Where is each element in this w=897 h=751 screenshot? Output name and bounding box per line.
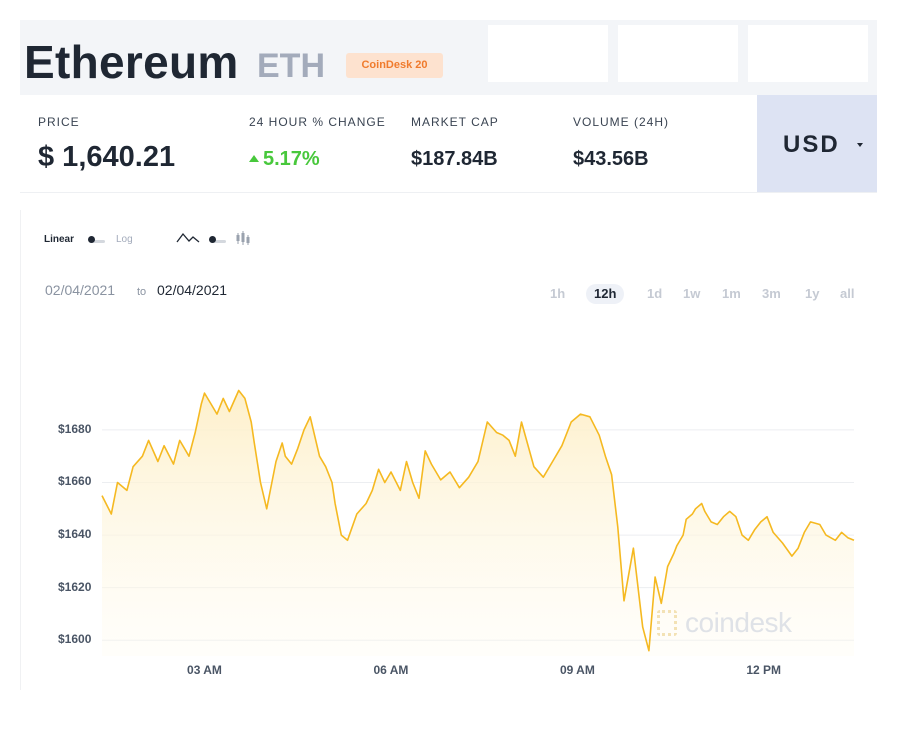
currency-selected: USD bbox=[783, 131, 840, 158]
range-1d[interactable]: 1d bbox=[647, 286, 663, 301]
price-label: PRICE bbox=[38, 115, 80, 129]
coindesk-logo-icon bbox=[657, 610, 677, 636]
asset-symbol: ETH bbox=[257, 47, 325, 85]
y-tick-label: $1620 bbox=[58, 579, 92, 594]
range-all[interactable]: all bbox=[840, 286, 855, 301]
x-tick-label: 12 PM bbox=[746, 663, 782, 677]
coindesk-watermark: coindesk bbox=[657, 607, 792, 639]
scale-toggle-track[interactable] bbox=[89, 240, 105, 243]
range-12h[interactable]: 12h bbox=[586, 284, 625, 304]
ad-slot-3 bbox=[748, 25, 868, 82]
chevron-down-icon bbox=[857, 143, 863, 147]
x-tick-label: 09 AM bbox=[559, 663, 595, 677]
x-tick-label: 03 AM bbox=[187, 663, 222, 677]
range-1m[interactable]: 1m bbox=[722, 286, 741, 301]
scale-toggle-knob[interactable] bbox=[88, 236, 95, 243]
scale-log-label[interactable]: Log bbox=[116, 234, 133, 245]
y-tick-label: $1660 bbox=[58, 474, 92, 489]
chart-type-toggle-knob[interactable] bbox=[209, 236, 216, 243]
line-chart-icon[interactable] bbox=[176, 232, 200, 244]
market-cap-label: MARKET CAP bbox=[411, 115, 499, 129]
volume-label: VOLUME (24H) bbox=[573, 115, 670, 129]
scale-linear-label[interactable]: Linear bbox=[44, 234, 75, 245]
change-label: 24 HOUR % CHANGE bbox=[249, 115, 386, 129]
index-badge[interactable]: CoinDesk 20 bbox=[346, 53, 443, 78]
price-line[interactable] bbox=[101, 389, 855, 652]
arrow-up-icon bbox=[249, 155, 259, 162]
market-cap-value: $187.84B bbox=[411, 148, 498, 170]
y-tick-label: $1640 bbox=[58, 527, 92, 542]
x-tick-label: 06 AM bbox=[373, 663, 409, 677]
date-from[interactable]: 02/04/2021 bbox=[45, 282, 116, 298]
range-3m[interactable]: 3m bbox=[762, 286, 781, 301]
volume-value: $43.56B bbox=[573, 148, 649, 170]
asset-name: Ethereum bbox=[24, 36, 239, 88]
candlestick-icon[interactable] bbox=[236, 230, 250, 246]
range-1y[interactable]: 1y bbox=[805, 286, 820, 301]
currency-dropdown[interactable]: USD bbox=[757, 95, 877, 192]
ad-slot-1 bbox=[488, 25, 608, 82]
change-value-wrap: 5.17% bbox=[249, 148, 320, 171]
change-value: 5.17% bbox=[263, 148, 320, 170]
y-tick-label: $1680 bbox=[58, 421, 92, 436]
price-value: $ 1,640.21 bbox=[38, 141, 176, 173]
date-to-word: to bbox=[137, 286, 147, 298]
chart-type-toggle-track[interactable] bbox=[210, 240, 226, 243]
price-area bbox=[102, 390, 854, 656]
range-1h[interactable]: 1h bbox=[550, 286, 566, 301]
y-tick-label: $1600 bbox=[58, 632, 92, 647]
ad-slot-2 bbox=[618, 25, 738, 82]
range-1w[interactable]: 1w bbox=[683, 286, 701, 301]
stats-bar bbox=[20, 95, 877, 193]
date-to[interactable]: 02/04/2021 bbox=[157, 282, 228, 298]
